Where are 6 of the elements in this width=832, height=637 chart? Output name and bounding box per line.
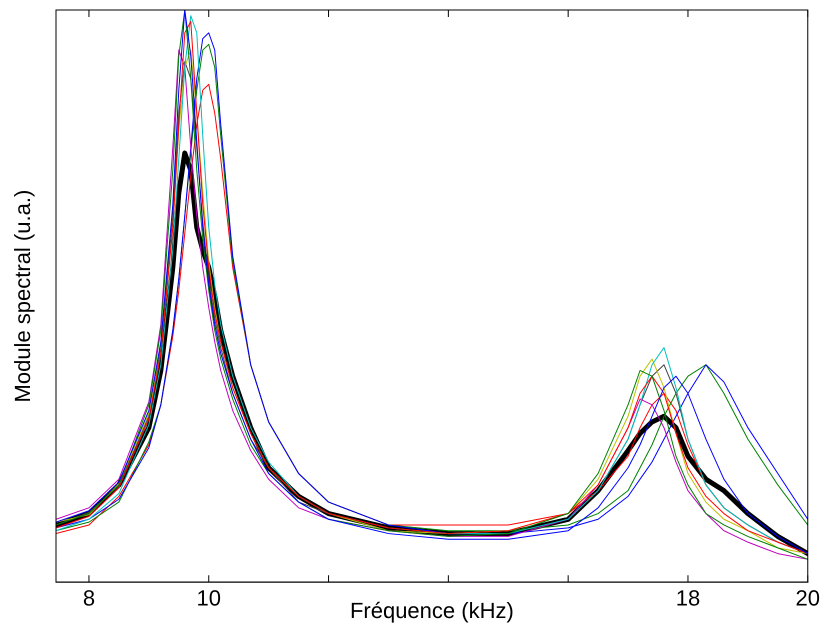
x-tick-label: 10 <box>196 585 221 610</box>
x-tick-label: 18 <box>676 585 700 610</box>
x-axis-title: Fréquence (kHz) <box>350 598 514 623</box>
x-tick-label: 20 <box>796 585 820 610</box>
y-axis-title: Module spectral (u.a.) <box>10 190 36 402</box>
x-tick-label: 8 <box>82 585 96 610</box>
